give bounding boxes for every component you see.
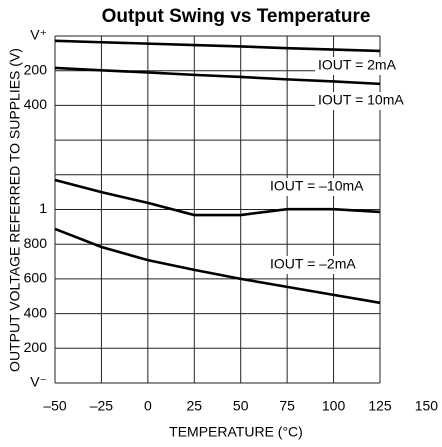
label-background [315,57,399,75]
y-tick-label: 400 [24,96,48,112]
label-background [267,256,359,274]
label-background [267,178,367,196]
chart-title: Output Swing vs Temperature [102,6,371,27]
x-axis-label: TEMPERATURE (°C) [169,424,303,440]
y-tick-label: V⁺ [30,27,47,43]
label-background [315,92,407,110]
y-tick-label: 600 [24,270,48,286]
x-tick-label: 25 [186,398,202,414]
series-label: IOUT = 2mA [318,57,397,73]
x-tick-label: –50 [43,398,67,414]
x-tick-label: 150 [415,398,439,414]
y-tick-label: V⁻ [30,374,47,390]
y-tick-label: 200 [24,339,48,355]
series-label: IOUT = 10mA [318,92,404,108]
series-line [54,178,381,217]
series-line [54,39,381,53]
series-label: IOUT = –2mA [270,256,356,272]
series-line [54,227,381,305]
x-tick-label: 0 [144,398,152,414]
series-line [54,66,381,86]
y-tick-label: 800 [24,235,48,251]
y-tick-label: 400 [24,304,48,320]
x-tick-label: 75 [279,398,295,414]
x-tick-label: –25 [90,398,114,414]
series-label: IOUT = –10mA [270,178,364,194]
y-tick-label: 200 [24,61,48,77]
x-tick-label: 125 [368,398,392,414]
x-tick-label: 100 [322,398,346,414]
y-tick-label: 1 [39,200,47,216]
x-tick-label: 50 [233,398,249,414]
y-axis-label: OUTPUT VOLTAGE REFERRED TO SUPPLIES (V) [7,48,23,372]
